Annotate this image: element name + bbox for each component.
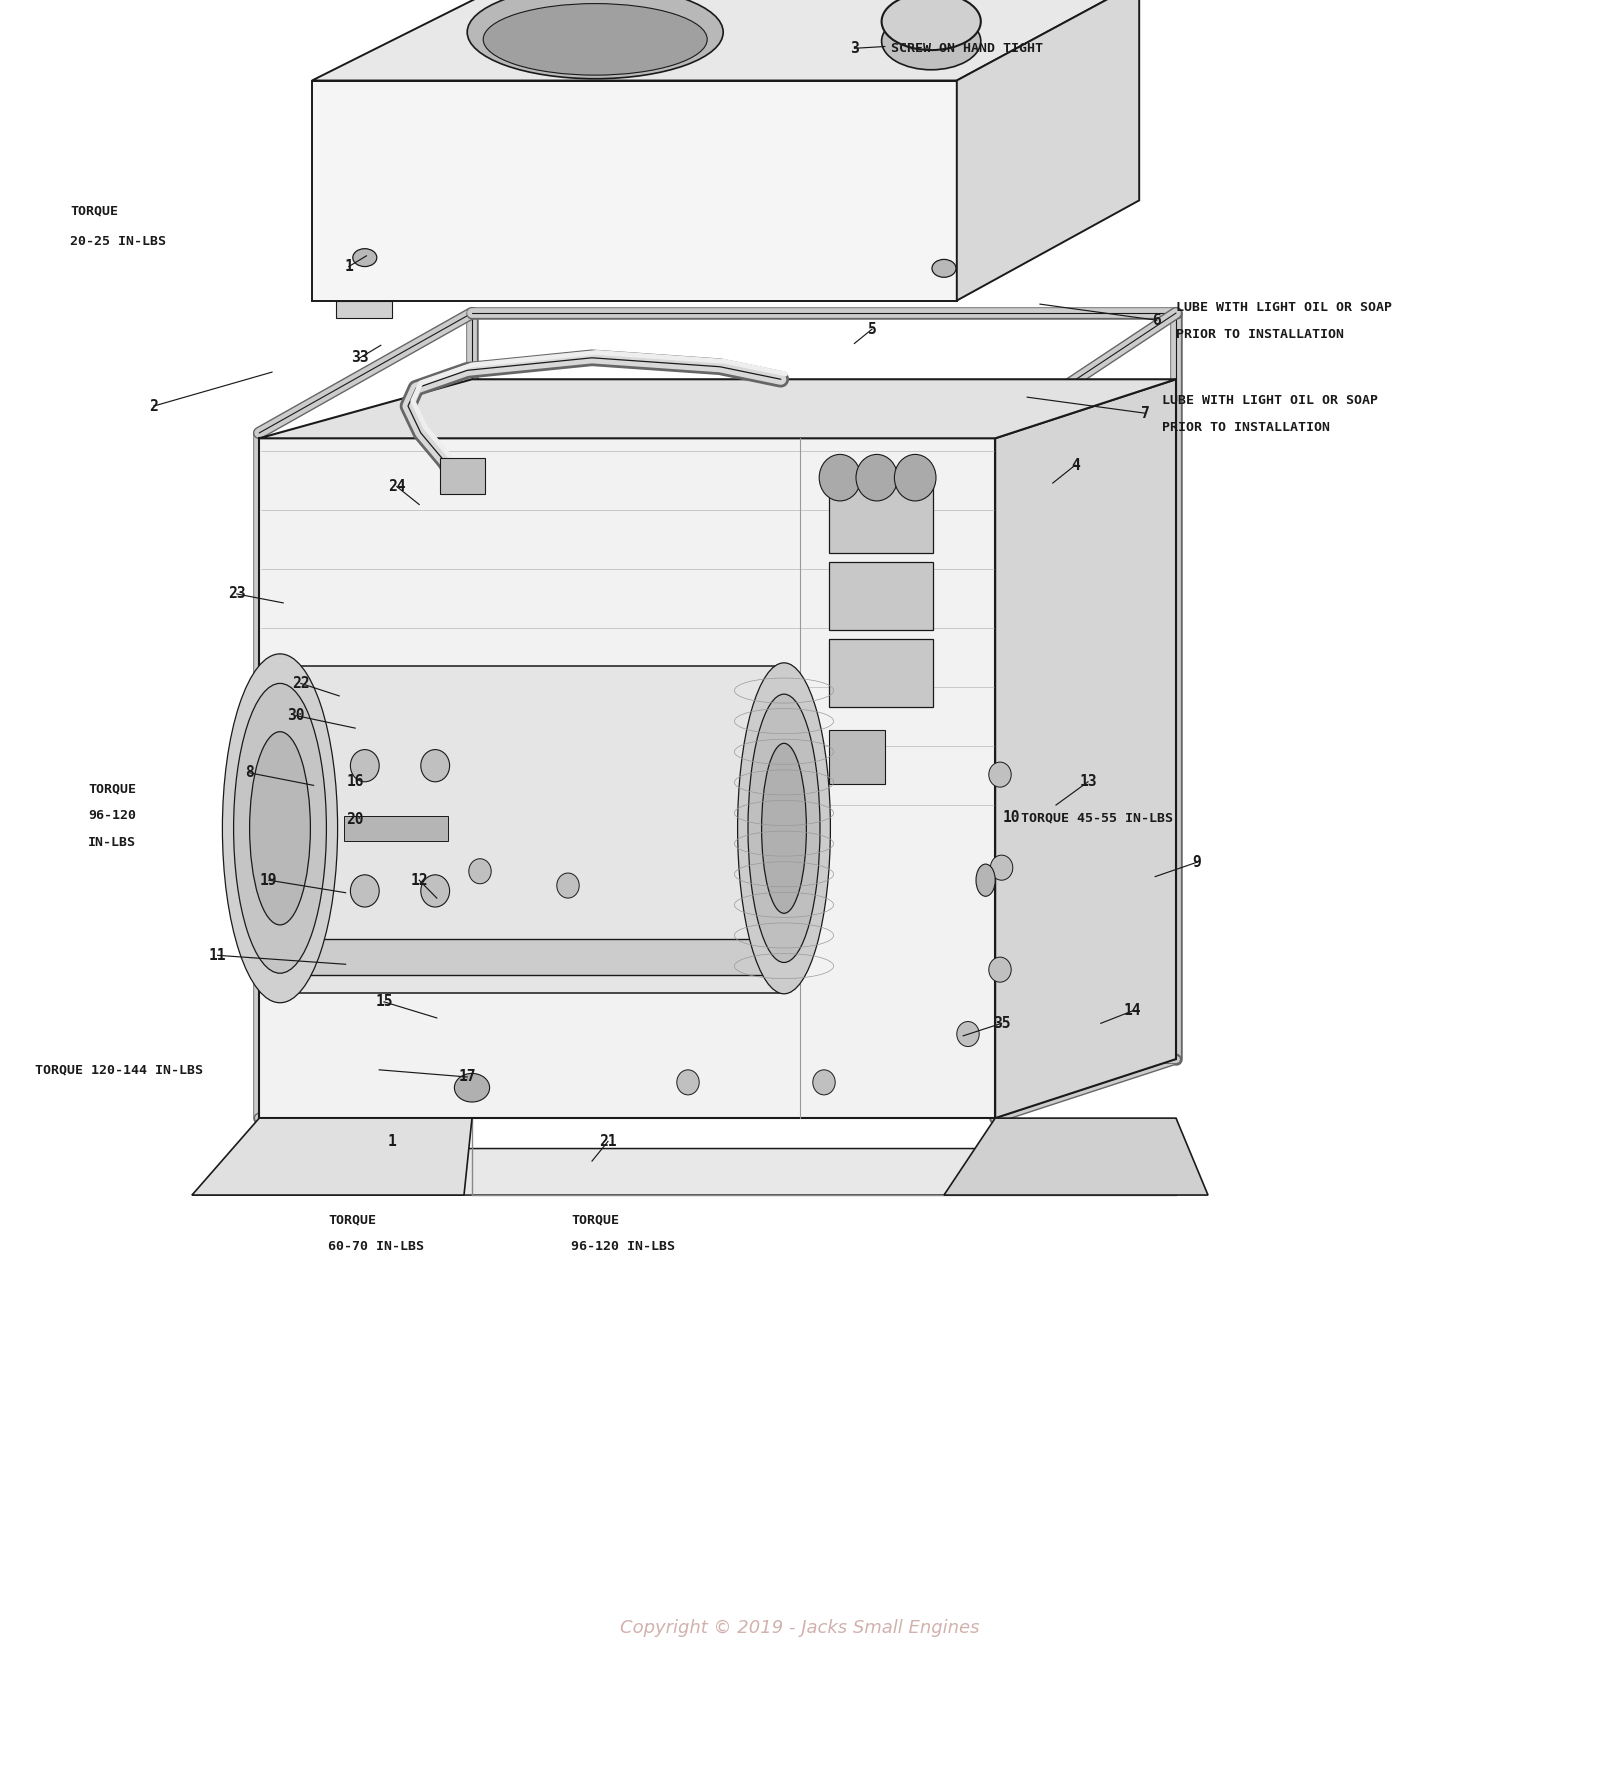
- Circle shape: [819, 454, 861, 501]
- Text: LUBE WITH LIGHT OIL OR SOAP: LUBE WITH LIGHT OIL OR SOAP: [1162, 394, 1378, 408]
- Text: 9: 9: [1192, 855, 1202, 869]
- Bar: [829, 485, 933, 553]
- Circle shape: [856, 454, 898, 501]
- Polygon shape: [259, 939, 800, 975]
- Text: 12: 12: [411, 873, 427, 887]
- Ellipse shape: [234, 683, 326, 973]
- Text: TORQUE: TORQUE: [328, 1213, 376, 1227]
- Text: 35: 35: [994, 1016, 1010, 1030]
- Text: TORQUE: TORQUE: [88, 782, 136, 796]
- Polygon shape: [280, 666, 784, 993]
- Circle shape: [557, 873, 579, 898]
- Text: 2: 2: [149, 399, 158, 413]
- Circle shape: [350, 750, 379, 782]
- Circle shape: [813, 1070, 835, 1095]
- Text: 1: 1: [344, 259, 354, 274]
- Text: Copyright © 2019 - Jacks Small Engines: Copyright © 2019 - Jacks Small Engines: [621, 1619, 979, 1637]
- Text: 7: 7: [1141, 406, 1150, 420]
- Text: 13: 13: [1080, 775, 1096, 789]
- Ellipse shape: [222, 653, 338, 1002]
- Text: TORQUE 120-144 IN-LBS: TORQUE 120-144 IN-LBS: [35, 1063, 203, 1077]
- Text: 30: 30: [288, 708, 304, 723]
- Text: 33: 33: [352, 351, 368, 365]
- Bar: [829, 730, 885, 784]
- Text: TORQUE: TORQUE: [571, 1213, 619, 1227]
- Text: 20: 20: [347, 812, 363, 827]
- Circle shape: [350, 875, 379, 907]
- Bar: [829, 562, 933, 630]
- Polygon shape: [312, 81, 957, 301]
- Text: 3: 3: [850, 41, 859, 55]
- Text: 6: 6: [1152, 313, 1162, 327]
- Polygon shape: [957, 0, 1139, 301]
- Polygon shape: [259, 438, 995, 1118]
- Text: 17: 17: [459, 1070, 475, 1084]
- Text: SCREW ON HAND TIGHT: SCREW ON HAND TIGHT: [891, 41, 1043, 55]
- Ellipse shape: [352, 249, 378, 267]
- Text: IN-LBS: IN-LBS: [88, 835, 136, 850]
- Ellipse shape: [882, 0, 981, 50]
- Text: 20-25 IN-LBS: 20-25 IN-LBS: [70, 234, 166, 249]
- Circle shape: [990, 855, 1013, 880]
- Circle shape: [677, 1070, 699, 1095]
- Ellipse shape: [738, 662, 830, 993]
- Text: 11: 11: [210, 948, 226, 962]
- Circle shape: [894, 454, 936, 501]
- Text: PRIOR TO INSTALLATION: PRIOR TO INSTALLATION: [1162, 420, 1330, 435]
- Text: 96-120 IN-LBS: 96-120 IN-LBS: [571, 1240, 675, 1254]
- Circle shape: [957, 1022, 979, 1047]
- Text: LUBE WITH LIGHT OIL OR SOAP: LUBE WITH LIGHT OIL OR SOAP: [1176, 301, 1392, 315]
- Ellipse shape: [762, 742, 806, 912]
- Bar: [829, 639, 933, 707]
- Text: 4: 4: [1070, 458, 1080, 472]
- Text: 19: 19: [261, 873, 277, 887]
- Ellipse shape: [250, 732, 310, 925]
- Text: 24: 24: [389, 479, 405, 494]
- Circle shape: [989, 762, 1011, 787]
- Circle shape: [469, 859, 491, 884]
- Text: 10: 10: [1003, 810, 1019, 825]
- Ellipse shape: [483, 4, 707, 75]
- Circle shape: [421, 875, 450, 907]
- Polygon shape: [336, 301, 392, 318]
- Text: PRIOR TO INSTALLATION: PRIOR TO INSTALLATION: [1176, 327, 1344, 342]
- Bar: [344, 816, 448, 841]
- Text: 16: 16: [347, 775, 363, 789]
- Polygon shape: [192, 1118, 472, 1195]
- Circle shape: [989, 957, 1011, 982]
- Polygon shape: [312, 0, 1139, 81]
- Polygon shape: [259, 379, 1176, 438]
- Text: 21: 21: [600, 1134, 616, 1149]
- Ellipse shape: [454, 1073, 490, 1102]
- Text: 8: 8: [245, 766, 254, 780]
- Text: 96-120: 96-120: [88, 809, 136, 823]
- Bar: [440, 458, 485, 494]
- Text: 22: 22: [293, 676, 309, 691]
- Text: 14: 14: [1125, 1004, 1141, 1018]
- Text: 15: 15: [376, 995, 392, 1009]
- Ellipse shape: [882, 13, 981, 70]
- Ellipse shape: [931, 259, 957, 277]
- Text: 60-70 IN-LBS: 60-70 IN-LBS: [328, 1240, 424, 1254]
- Polygon shape: [995, 379, 1176, 1118]
- Text: 1: 1: [387, 1134, 397, 1149]
- Text: TORQUE: TORQUE: [70, 204, 118, 218]
- Ellipse shape: [749, 694, 819, 962]
- Polygon shape: [192, 1149, 995, 1195]
- Polygon shape: [944, 1118, 1208, 1195]
- Ellipse shape: [467, 0, 723, 79]
- Text: 5: 5: [867, 322, 877, 336]
- Ellipse shape: [976, 864, 995, 896]
- Circle shape: [421, 750, 450, 782]
- Text: 23: 23: [229, 587, 245, 601]
- Text: TORQUE 45-55 IN-LBS: TORQUE 45-55 IN-LBS: [1021, 810, 1173, 825]
